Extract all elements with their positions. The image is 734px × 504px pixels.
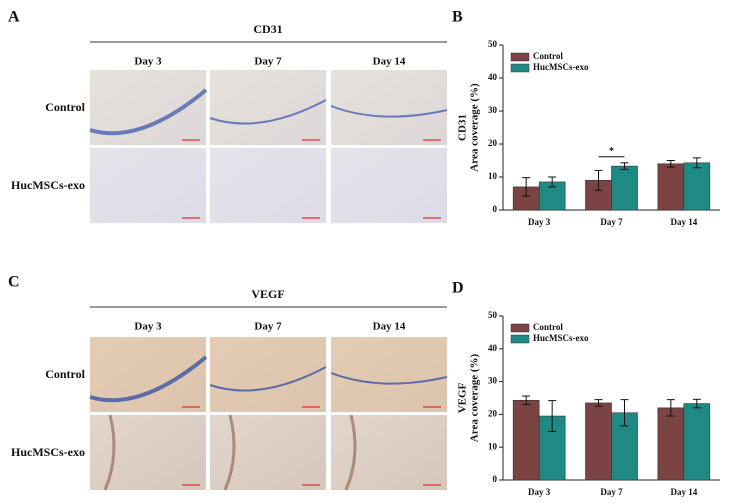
row-label: HucMSCs-exo [11, 445, 85, 459]
row-label: HucMSCs-exo [11, 178, 85, 192]
y-tick-label: 50 [488, 310, 498, 320]
panel-letter: A [8, 9, 20, 26]
panel-title: CD31 [253, 22, 282, 36]
bar [683, 403, 711, 481]
legend-label: Control [533, 51, 563, 61]
row-label: Control [45, 367, 85, 381]
bar [585, 180, 612, 211]
error-bar [666, 399, 675, 417]
micrograph [210, 148, 326, 223]
panel-letter: C [8, 274, 20, 291]
micrograph [210, 337, 326, 412]
micrograph [331, 337, 447, 412]
column-label: Day 3 [134, 321, 162, 333]
error-bar [522, 395, 531, 406]
x-tick-label: Day 14 [670, 487, 697, 497]
y-tick-label: 10 [488, 441, 498, 451]
micrograph [331, 415, 447, 490]
column-label: Day 3 [134, 56, 162, 68]
micrograph [331, 70, 447, 145]
y-axis-label: VEGF [457, 382, 469, 413]
legend-label: HucMSCs-exo [533, 62, 589, 72]
y-tick-label: 0 [493, 474, 498, 484]
tissue-fiber [344, 414, 357, 491]
y-tick-label: 30 [488, 376, 498, 386]
x-tick-label: Day 3 [528, 487, 551, 497]
y-tick-label: 10 [488, 171, 498, 181]
error-bar [522, 177, 531, 197]
legend-swatch [510, 323, 530, 333]
error-bar [620, 162, 629, 170]
bar [512, 399, 540, 481]
legend-label: Control [533, 322, 563, 332]
error-bar [594, 169, 603, 191]
bar [657, 163, 685, 211]
column-label: Day 14 [373, 56, 406, 68]
micrograph [210, 415, 326, 490]
x-tick-label: Day 14 [670, 217, 697, 227]
micrograph [90, 415, 206, 490]
error-bar [692, 398, 701, 409]
y-axis-label: Area coverage (%) [469, 83, 481, 172]
bar [585, 402, 612, 481]
tissue-edge [330, 105, 448, 118]
column-label: Day 7 [254, 321, 282, 333]
panel-letter: B [452, 9, 463, 26]
legend-label: HucMSCs-exo [533, 333, 589, 343]
tissue-edge [89, 355, 208, 403]
legend-swatch [510, 334, 530, 344]
y-tick-label: 50 [488, 39, 498, 49]
y-tick-label: 0 [493, 204, 498, 214]
row-label: Control [45, 100, 85, 114]
error-bar [692, 157, 701, 169]
column-label: Day 14 [373, 321, 406, 333]
bar [683, 162, 711, 211]
y-tick-label: 20 [488, 408, 498, 418]
error-bar [666, 160, 675, 168]
tissue-edge [209, 99, 327, 125]
micrograph [210, 70, 326, 145]
y-tick-label: 20 [488, 138, 498, 148]
tissue-edge [330, 372, 448, 385]
error-bar [594, 399, 603, 407]
y-axis-label: CD31 [457, 114, 469, 141]
micrograph [90, 148, 206, 223]
tissue-edge [89, 88, 208, 136]
bar [657, 407, 685, 481]
panel-letter: D [452, 280, 464, 297]
x-tick-label: Day 7 [600, 487, 623, 497]
x-tick-label: Day 7 [600, 217, 623, 227]
panel-title: VEGF [251, 287, 284, 301]
bar [611, 165, 638, 211]
y-tick-label: 40 [488, 72, 498, 82]
y-axis-label: Area coverage (%) [469, 353, 481, 442]
column-label: Day 7 [254, 56, 282, 68]
error-bar [548, 400, 557, 432]
tissue-fiber [103, 414, 116, 491]
legend-swatch [510, 63, 530, 73]
micrograph [331, 148, 447, 223]
y-tick-label: 40 [488, 343, 498, 353]
y-tick-label: 30 [488, 105, 498, 115]
tissue-fiber [223, 414, 236, 491]
error-bar [548, 176, 557, 188]
x-tick-label: Day 3 [528, 217, 551, 227]
tissue-edge [209, 366, 327, 392]
legend-swatch [510, 52, 530, 62]
error-bar [620, 399, 629, 427]
annotation: * [609, 146, 614, 157]
